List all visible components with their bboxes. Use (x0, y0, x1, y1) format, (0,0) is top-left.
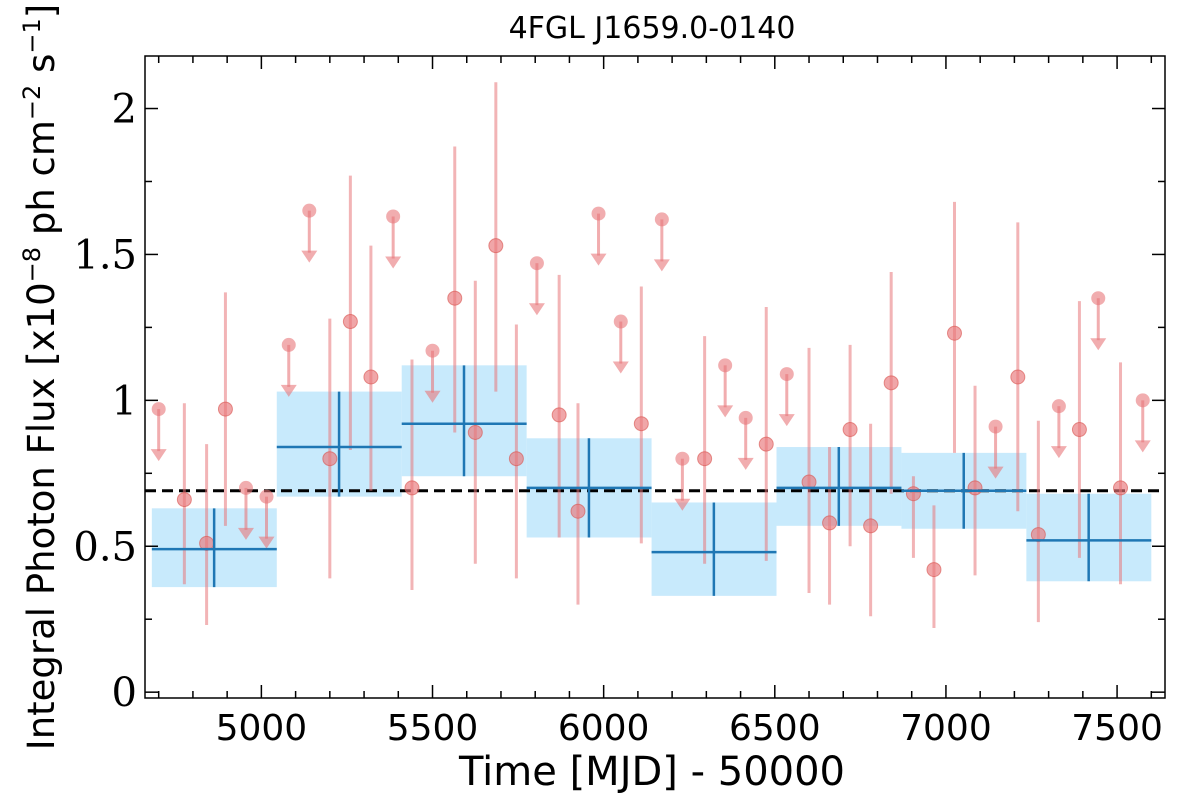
monthly-point (863, 518, 879, 534)
ticks-layer: 5000 5500 6000 6500 7000 7500 0 0.5 1 1.5 2 (73, 56, 1165, 749)
upper-limit-point (529, 256, 544, 271)
monthly-point (822, 515, 838, 531)
upper-limit-point (259, 489, 274, 504)
upper-limit-arrow-head (778, 414, 795, 427)
chart-title: 4FGL J1659.0-0140 (509, 11, 796, 46)
upper-limit-point (988, 419, 1003, 434)
x-tick-label: 7500 (1071, 708, 1163, 749)
yearly-bins-layer (151, 365, 1152, 596)
upper-limit-point (1091, 291, 1106, 306)
upper-limit-arrow-head (987, 466, 1004, 479)
upper-limit-arrow-head (424, 390, 441, 403)
monthly-point (926, 562, 942, 578)
upper-limit-arrow-head (612, 361, 629, 374)
monthly-point (447, 290, 463, 306)
y-axis-label-part: s (20, 54, 63, 85)
monthly-point (842, 422, 858, 438)
monthly-point (217, 401, 233, 417)
x-tick-label: 6500 (729, 708, 821, 749)
y-axis-label-part: ph cm (20, 120, 63, 247)
upper-limit-arrow-head (1090, 338, 1107, 351)
upper-limit-arrow-head (653, 259, 670, 272)
monthly-point (967, 480, 983, 496)
upper-limit-point (654, 212, 669, 227)
monthly-point (404, 480, 420, 496)
monthly-point (508, 451, 524, 467)
x-axis-label: Time [MJD] - 50000 (458, 749, 845, 795)
upper-limit-point (425, 343, 440, 358)
upper-limit-point (1051, 399, 1066, 414)
monthly-point (905, 486, 921, 502)
x-tick-label: 6000 (558, 708, 650, 749)
upper-limit-point (238, 480, 253, 495)
upper-limit-arrow-head (590, 253, 607, 266)
x-tick-label: 5500 (387, 708, 479, 749)
y-tick-label: 0.5 (73, 524, 137, 570)
upper-limit-point (613, 314, 628, 329)
y-tick-label: 2 (112, 87, 137, 133)
upper-limit-arrow-head (528, 303, 545, 316)
upper-limit-arrow-head (1050, 446, 1067, 459)
upper-limit-arrow-head (717, 405, 734, 418)
upper-limit-arrow-head (150, 449, 167, 462)
y-tick-label: 1.5 (73, 232, 137, 278)
y-axis-label-part: Integral Photon Flux [x10 (20, 282, 63, 750)
plot-frame (144, 55, 1166, 699)
monthly-point (1113, 480, 1129, 496)
monthly-point (488, 238, 504, 254)
monthly-point (570, 503, 586, 519)
x-tick-label: 5000 (216, 708, 308, 749)
upper-limit-point (779, 367, 794, 382)
upper-limit-arrow-head (1134, 440, 1151, 453)
upper-limit-point (151, 402, 166, 417)
upper-limit-point (591, 206, 606, 221)
upper-limit-point (386, 209, 401, 224)
monthly-point (1010, 369, 1026, 385)
monthly-point (883, 375, 899, 391)
x-tick-label: 7000 (900, 708, 992, 749)
monthly-points-layer (150, 82, 1151, 628)
monthly-point (363, 369, 379, 385)
upper-limit-point (718, 358, 733, 373)
upper-limit-point (302, 203, 317, 218)
upper-limit-point (675, 451, 690, 466)
y-axis-label: Integral Photon Flux [x10−8 ph cm−2 s−1] (18, 4, 63, 750)
monthly-point (467, 424, 483, 440)
yearly-bands-layer (151, 365, 1152, 596)
upper-limit-point (738, 410, 753, 425)
y-axis-label-sup: −1 (18, 18, 46, 53)
monthly-point (946, 325, 962, 341)
upper-limit-arrow-head (237, 527, 254, 540)
y-tick-label: 0 (112, 670, 137, 716)
upper-limit-arrow-head (301, 250, 318, 263)
y-axis-label-part: ] (20, 4, 63, 18)
upper-limit-point (1135, 393, 1150, 408)
upper-limit-arrow-head (258, 536, 275, 549)
monthly-point (697, 451, 713, 467)
monthly-point (176, 492, 192, 508)
y-axis-label-sup: −2 (18, 85, 46, 120)
upper-limit-arrow-head (280, 384, 297, 397)
upper-limit-point (281, 337, 296, 352)
upper-limit-arrow-head (674, 498, 691, 511)
monthly-point (551, 407, 567, 423)
monthly-point (342, 314, 358, 330)
y-axis-label-sup: −8 (18, 247, 46, 282)
monthly-point (322, 451, 338, 467)
upper-limit-arrow-head (385, 256, 402, 269)
monthly-point (1071, 422, 1087, 438)
monthly-point (633, 416, 649, 432)
monthly-point (758, 436, 774, 452)
upper-limit-arrow-head (737, 457, 754, 470)
y-tick-label: 1 (112, 378, 137, 424)
